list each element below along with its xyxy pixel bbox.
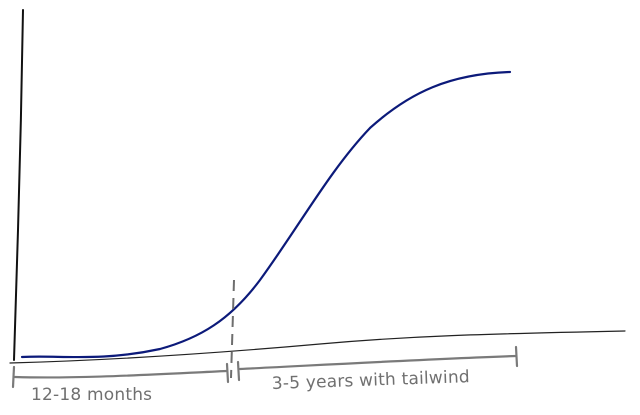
- phase-one-label: 12-18 months: [31, 385, 152, 405]
- phase-divider: [230, 279, 235, 379]
- growth-curve: [20, 70, 512, 359]
- vertical-axis: [13, 9, 24, 361]
- horizontal-axis: [9, 330, 626, 364]
- phase-one-bracket: [11, 362, 230, 389]
- phase-two-bracket: [236, 345, 519, 382]
- phase-two-label: 3-5 years with tailwind: [271, 367, 470, 394]
